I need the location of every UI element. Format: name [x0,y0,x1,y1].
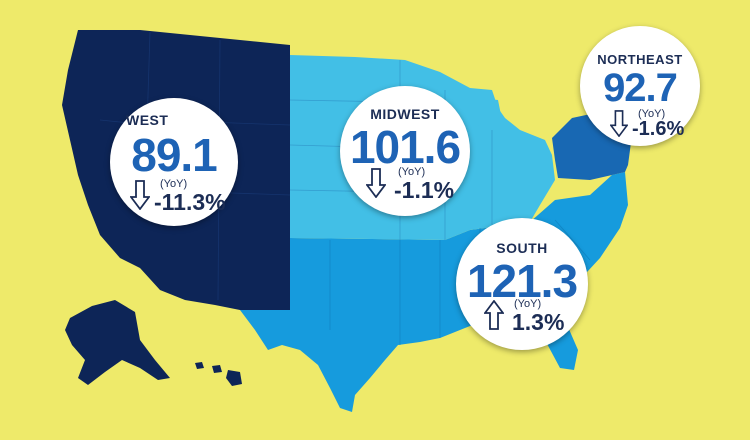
midwest-change: -1.1% [394,177,455,203]
south-name: SOUTH [496,240,548,256]
south-value: 121.3 [466,255,578,307]
arrow-down-icon [610,110,628,137]
northeast-name: NORTHEAST [597,52,683,67]
northeast-value: 92.7 [603,66,678,110]
west-change: -11.3% [154,189,226,215]
midwest-bubble: MIDWEST 101.6 (YoY) -1.1% [340,86,470,216]
west-bubble: WEST 89.1 (YoY) -11.3% [110,98,238,226]
hawaii [195,362,242,386]
northeast-yoy-label: (YoY) [638,108,666,120]
south-bubble: SOUTH 121.3 (YoY) 1.3% [456,218,588,350]
alaska [65,300,170,385]
midwest-value: 101.6 [349,121,461,173]
west-value: 89.1 [131,129,218,181]
south-change: 1.3% [512,309,565,335]
midwest-yoy-label: (YoY) [398,166,426,178]
northeast-bubble: NORTHEAST 92.7 (YoY) -1.6% [580,26,700,146]
midwest-name: MIDWEST [370,106,440,122]
south-yoy-label: (YoY) [514,298,542,310]
michigan-accent [478,98,505,155]
west-name: WEST [126,112,169,128]
west-yoy-label: (YoY) [160,178,188,190]
arrow-down-icon [366,168,386,198]
arrow-down-icon [130,180,150,210]
northeast-change: -1.6% [632,118,685,140]
arrow-up-icon [484,300,504,330]
